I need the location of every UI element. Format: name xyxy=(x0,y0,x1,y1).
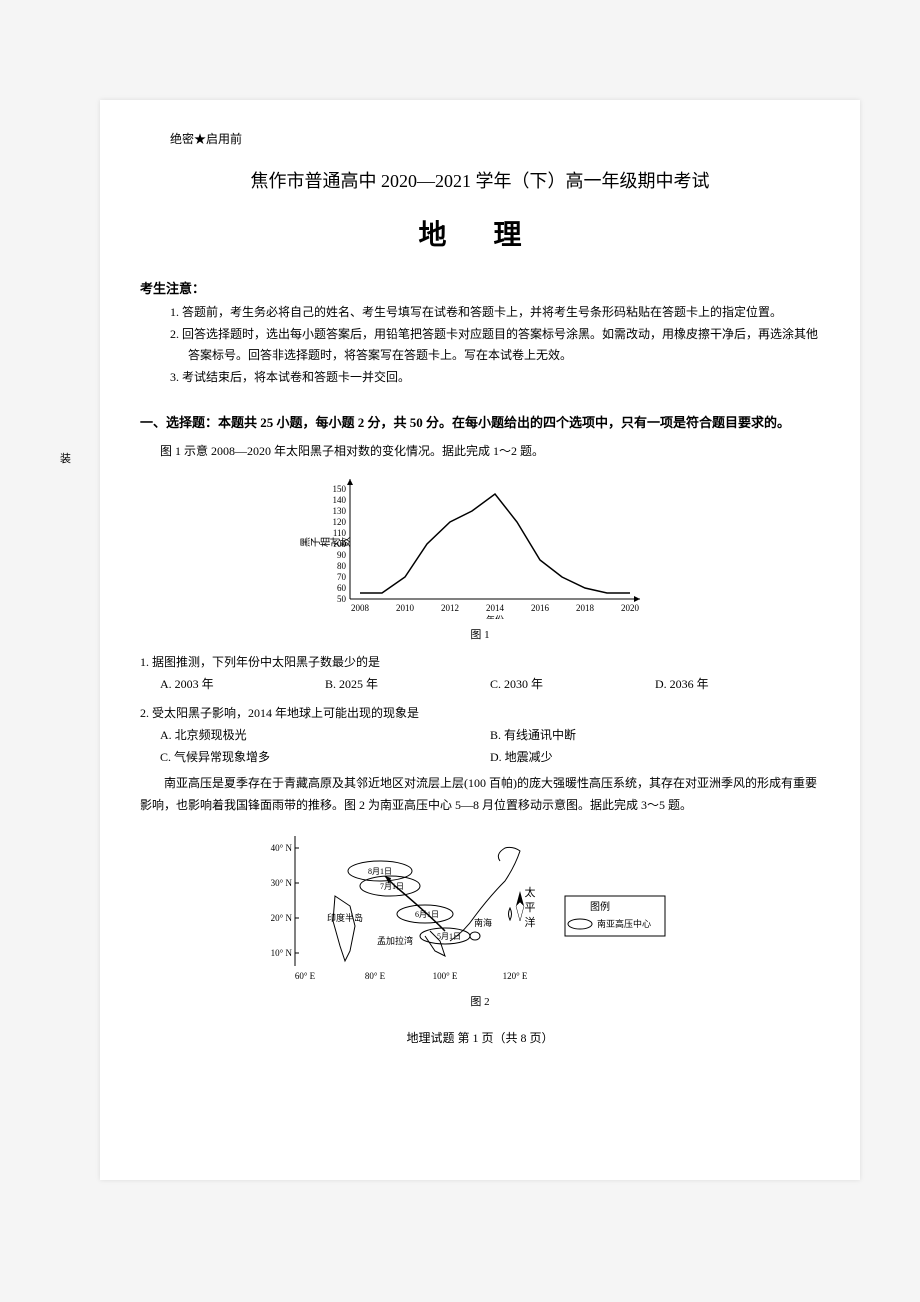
q2-option-a: A. 北京频现极光 xyxy=(160,725,490,747)
chart-1-caption: 图 1 xyxy=(140,626,820,642)
svg-text:120° E: 120° E xyxy=(503,971,528,981)
svg-text:30° N: 30° N xyxy=(271,878,293,888)
svg-text:2020: 2020 xyxy=(621,603,640,613)
svg-text:130: 130 xyxy=(333,506,347,516)
south-asia-map: 40° N 30° N 20° N 10° N 60° E 80° E 100°… xyxy=(265,826,695,986)
svg-text:2014: 2014 xyxy=(486,603,505,613)
svg-text:2018: 2018 xyxy=(576,603,595,613)
page-footer: 地理试题 第 1 页（共 8 页） xyxy=(140,1029,820,1046)
passage-2: 南亚高压是夏季存在于青藏高原及其邻近地区对流层上层(100 百帕)的庞大强暖性高… xyxy=(140,773,820,816)
svg-text:20° N: 20° N xyxy=(271,913,293,923)
svg-text:太: 太 xyxy=(525,886,536,899)
svg-text:150: 150 xyxy=(333,484,347,494)
svg-text:40° N: 40° N xyxy=(271,843,293,853)
svg-text:60: 60 xyxy=(337,583,347,593)
svg-text:2012: 2012 xyxy=(441,603,459,613)
chart-2-container: 40° N 30° N 20° N 10° N 60° E 80° E 100°… xyxy=(140,826,820,1009)
svg-text:100° E: 100° E xyxy=(433,971,458,981)
subject-title: 地 理 xyxy=(140,213,820,253)
q2-option-c: C. 气候异常现象增多 xyxy=(160,747,490,769)
svg-text:80: 80 xyxy=(337,561,347,571)
svg-text:50: 50 xyxy=(337,594,347,604)
svg-text:2016: 2016 xyxy=(531,603,550,613)
q1-option-c: C. 2030 年 xyxy=(490,674,655,696)
question-1-options: A. 2003 年 B. 2025 年 C. 2030 年 D. 2036 年 xyxy=(160,674,820,696)
q2-option-d: D. 地震减少 xyxy=(490,747,820,769)
notice-3: 3. 考试结束后，将本试卷和答题卡一并交回。 xyxy=(170,367,820,389)
svg-text:10° N: 10° N xyxy=(271,948,293,958)
svg-text:南海: 南海 xyxy=(474,917,492,928)
section-1-header: 一、选择题：本题共 25 小题，每小题 2 分，共 50 分。在每小题给出的四个… xyxy=(140,413,820,434)
sunspot-chart: 50 60 70 80 90 100 110 120 130 140 150 太… xyxy=(300,469,660,619)
notice-2: 2. 回答选择题时，选出每小题答案后，用铅笔把答题卡对应题目的答案标号涂黑。如需… xyxy=(170,324,820,367)
svg-text:印度半岛: 印度半岛 xyxy=(327,912,363,923)
notice-header: 考生注意： xyxy=(140,278,820,297)
svg-text:孟加拉湾: 孟加拉湾 xyxy=(377,935,413,946)
chart-2-caption: 图 2 xyxy=(140,993,820,1009)
svg-text:70: 70 xyxy=(337,572,347,582)
svg-text:5月1日: 5月1日 xyxy=(437,932,461,941)
svg-text:8月1日: 8月1日 xyxy=(368,867,392,876)
question-2-options: A. 北京频现极光B. 有线通讯中断 C. 气候异常现象增多D. 地震减少 xyxy=(160,725,820,768)
svg-text:80° E: 80° E xyxy=(365,971,386,981)
chart-1-container: 50 60 70 80 90 100 110 120 130 140 150 太… xyxy=(140,469,820,642)
confidential-label: 绝密★启用前 xyxy=(170,130,820,147)
svg-text:洋: 洋 xyxy=(525,915,536,929)
exam-title: 焦作市普通高中 2020—2021 学年（下）高一年级期中考试 xyxy=(140,167,820,193)
svg-text:南亚高压中心: 南亚高压中心 xyxy=(597,918,651,929)
svg-text:图例: 图例 xyxy=(590,900,610,913)
svg-text:60° E: 60° E xyxy=(295,971,316,981)
svg-text:110: 110 xyxy=(333,528,347,538)
notice-1: 1. 答题前，考生务必将自己的姓名、考生号填写在试卷和答题卡上，并将考生号条形码… xyxy=(170,302,820,324)
side-label: 装 xyxy=(60,450,71,466)
svg-text:2010: 2010 xyxy=(396,603,415,613)
q1-option-b: B. 2025 年 xyxy=(325,674,490,696)
svg-text:平: 平 xyxy=(525,902,536,914)
question-2: 2. 受太阳黑子影响，2014 年地球上可能出现的现象是 xyxy=(140,703,820,725)
svg-text:90: 90 xyxy=(337,550,347,560)
svg-text:120: 120 xyxy=(333,517,347,527)
q1-option-a: A. 2003 年 xyxy=(160,674,325,696)
svg-text:太阳黑子相对数: 太阳黑子相对数 xyxy=(300,538,351,550)
intro-1: 图 1 示意 2008—2020 年太阳黑子相对数的变化情况。据此完成 1～2 … xyxy=(160,442,820,459)
svg-text:年份: 年份 xyxy=(486,614,504,619)
svg-text:140: 140 xyxy=(333,495,347,505)
q1-option-d: D. 2036 年 xyxy=(655,674,820,696)
q2-option-b: B. 有线通讯中断 xyxy=(490,725,820,747)
question-1: 1. 据图推测，下列年份中太阳黑子数最少的是 xyxy=(140,652,820,674)
svg-text:2008: 2008 xyxy=(351,603,370,613)
exam-page: 绝密★启用前 焦作市普通高中 2020—2021 学年（下）高一年级期中考试 地… xyxy=(100,100,860,1180)
